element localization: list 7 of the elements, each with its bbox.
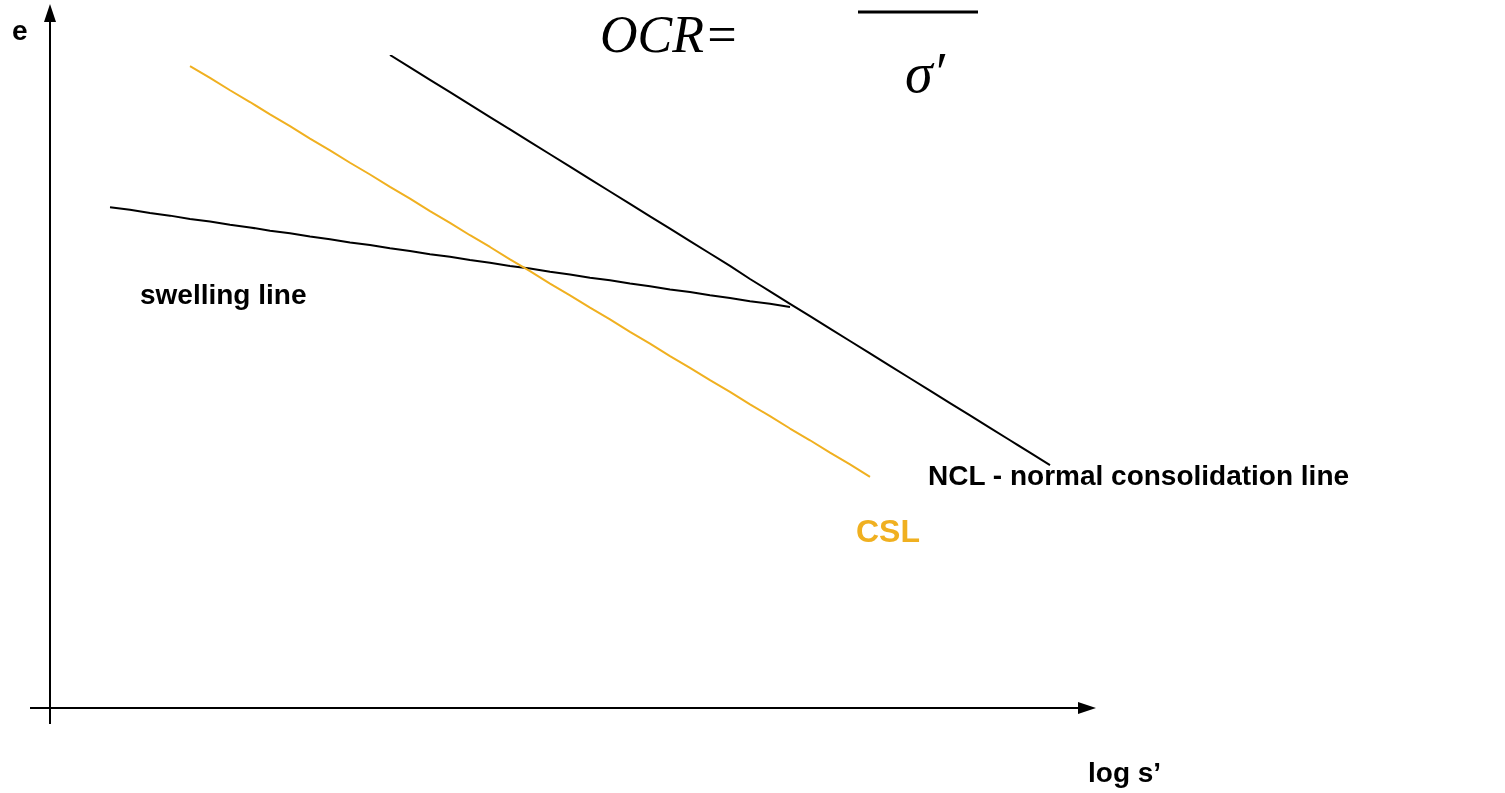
chart-title: OCR=	[600, 6, 740, 63]
annotation: σ′	[905, 42, 946, 104]
y-axis-title: e	[12, 15, 28, 46]
series-label: swelling line	[140, 279, 307, 311]
text: NCL - normal consolidation line	[928, 460, 1350, 492]
x-axis-title: log s’	[1088, 757, 1162, 788]
series-label: CSL	[856, 512, 920, 549]
